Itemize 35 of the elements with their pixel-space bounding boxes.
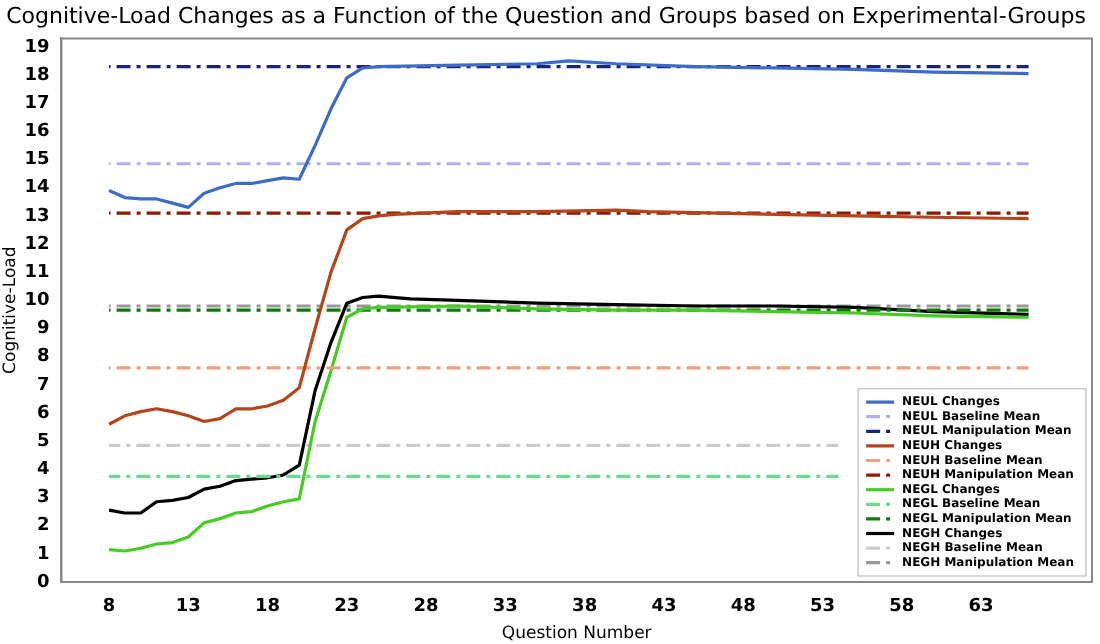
chart-title: Cognitive-Load Changes as a Function of the Question and Groups based on Experimental-Groups: [6, 2, 1087, 29]
y-tick-label: 9: [36, 319, 50, 340]
x-tick-label: 23: [334, 597, 360, 618]
x-tick-label: 53: [809, 597, 835, 618]
y-tick-label: 13: [24, 206, 50, 227]
y-tick-label: 12: [24, 234, 50, 255]
y-tick-label: 1: [36, 544, 50, 565]
y-tick-label: 0: [36, 572, 50, 593]
x-tick-label: 33: [492, 597, 518, 618]
y-tick-label: 16: [24, 122, 50, 143]
x-tick-label: 8: [102, 597, 116, 618]
y-tick-label: 3: [36, 488, 50, 509]
y-tick-label: 5: [36, 431, 50, 452]
y-tick-label: 10: [24, 291, 50, 312]
x-tick-label: 18: [255, 597, 281, 618]
x-tick-label: 43: [651, 597, 677, 618]
x-tick-label: 38: [572, 597, 598, 618]
x-tick-label: 48: [730, 597, 756, 618]
y-tick-label: 4: [36, 460, 50, 481]
y-tick-label: 17: [24, 93, 50, 114]
y-tick-label: 14: [24, 178, 50, 199]
y-tick-label: 2: [36, 516, 50, 537]
y-tick-label: 6: [36, 403, 50, 424]
y-tick-label: 11: [24, 262, 50, 283]
y-tick-label: 7: [36, 375, 50, 396]
y-tick-label: 15: [24, 150, 50, 171]
y-tick-label: 8: [36, 347, 50, 368]
x-tick-label: 63: [968, 597, 994, 618]
x-tick-label: 58: [889, 597, 915, 618]
x-tick-label: 28: [413, 597, 439, 618]
y-tick-label: 19: [24, 37, 50, 58]
x-tick-label: 13: [175, 597, 201, 618]
x-axis-title: Question Number: [501, 624, 653, 644]
y-tick-label: 18: [24, 65, 50, 86]
y-axis-title: Cognitive-Load: [0, 246, 21, 374]
